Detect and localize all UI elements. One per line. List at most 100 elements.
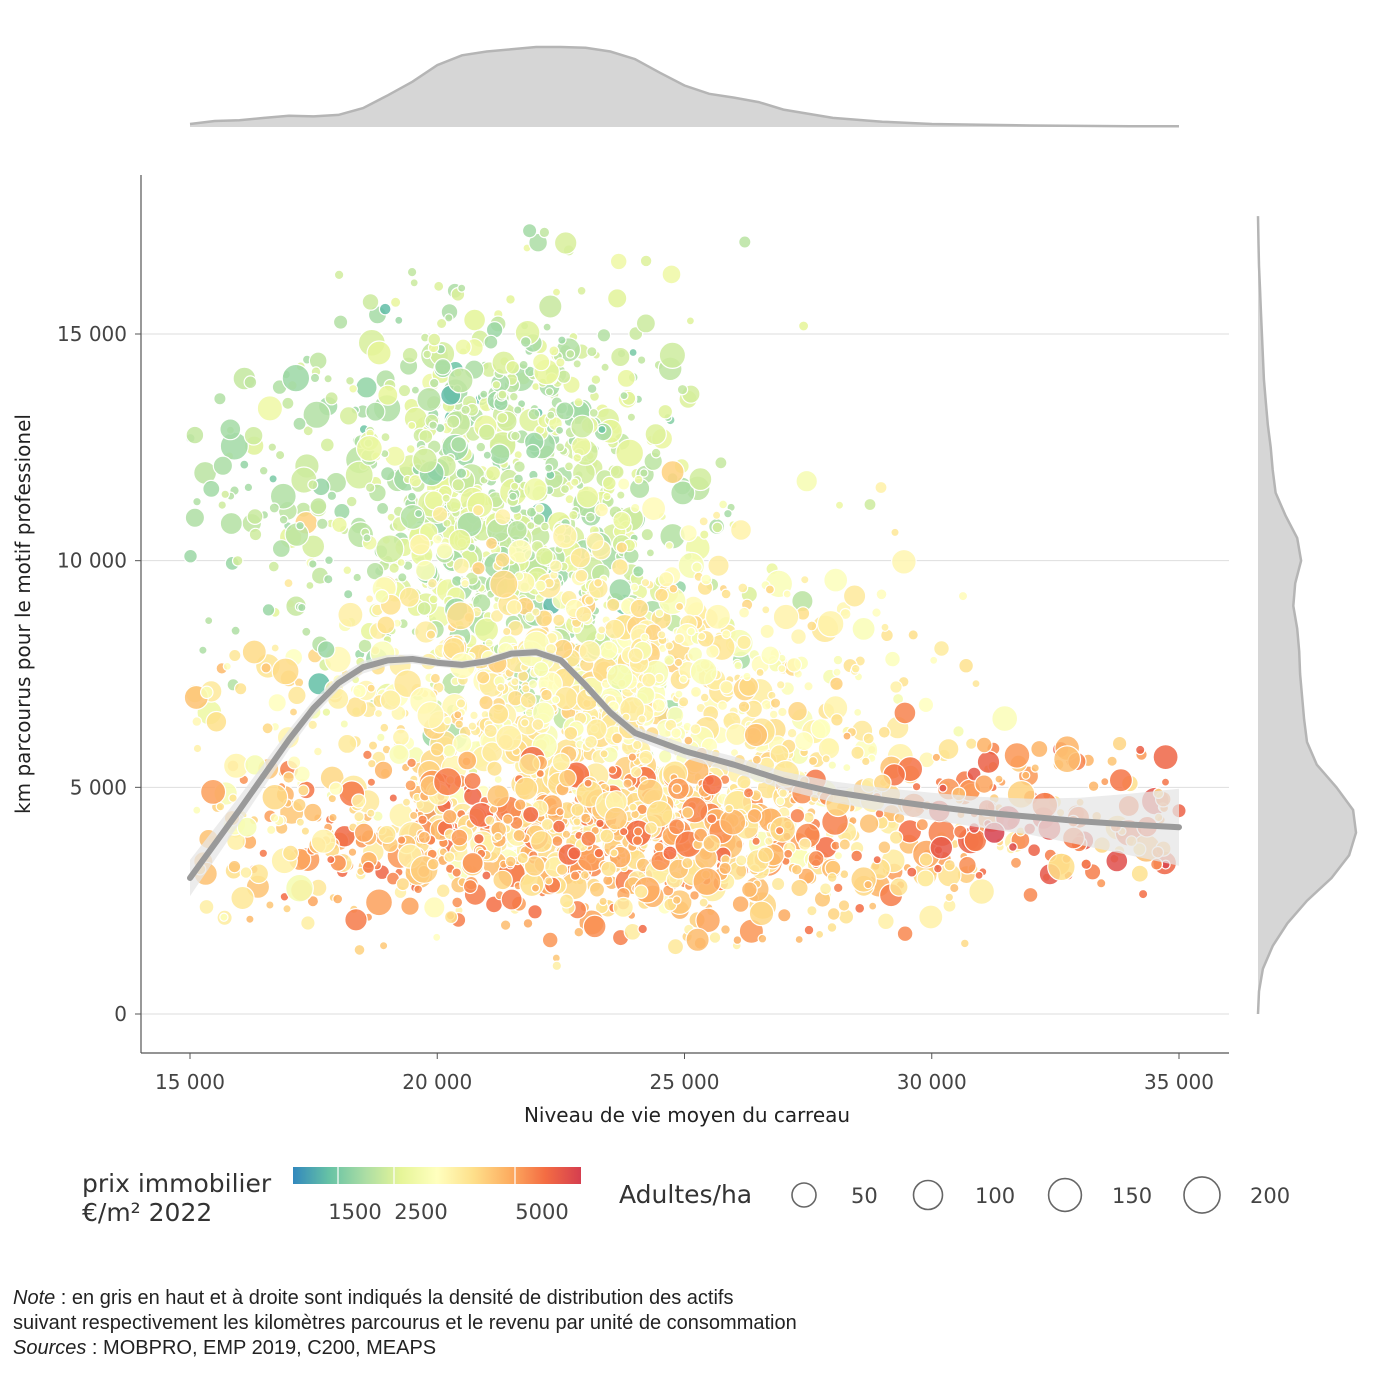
scatter-point <box>774 826 785 836</box>
scatter-point <box>952 725 965 738</box>
scatter-point <box>538 226 551 239</box>
scatter-point <box>572 359 582 369</box>
x-axis-title: Niveau de vie moyen du carreau <box>524 1103 850 1127</box>
scatter-point <box>243 375 258 390</box>
scatter-point <box>686 626 696 637</box>
scatter-point <box>319 437 335 453</box>
scatter-point <box>555 401 575 421</box>
scatter-point <box>1053 745 1082 774</box>
scatter-point <box>790 863 803 876</box>
scatter-point <box>853 707 863 718</box>
scatter-point <box>673 657 684 668</box>
scatter-point <box>506 519 528 541</box>
scatter-point <box>599 749 609 759</box>
scatter-point <box>559 484 570 495</box>
trend-line <box>187 649 1182 881</box>
scatter-point <box>807 755 819 767</box>
scatter-point <box>316 640 336 659</box>
scatter-point <box>379 689 402 711</box>
scatter-point <box>666 938 685 956</box>
scatter-point <box>204 615 214 626</box>
scatter-point <box>410 385 420 395</box>
scatter-point <box>485 536 499 550</box>
scatter-point <box>261 603 276 617</box>
scatter-point <box>483 334 499 350</box>
scatter-point <box>578 640 602 663</box>
scatter-point <box>519 691 537 709</box>
scatter-point <box>633 884 649 899</box>
legend: prix immobilier €/m² 2022 1500 2500 5000 A… <box>82 1167 1290 1227</box>
scatter-point <box>374 589 390 604</box>
scatter-point <box>576 285 587 296</box>
scatter-point <box>679 523 698 543</box>
scatter-point <box>880 622 890 632</box>
scatter-point <box>448 528 472 552</box>
scatter-point <box>323 374 333 384</box>
scatter-point <box>380 466 396 482</box>
scatter-point <box>231 554 244 567</box>
scatter-point <box>769 697 782 709</box>
scatter-point <box>573 926 585 938</box>
scatter-point <box>554 425 565 435</box>
scatter-point <box>611 732 624 745</box>
scatter-point <box>890 527 900 538</box>
scatter-point <box>671 895 682 905</box>
scatter-point <box>427 332 442 347</box>
scatter-point <box>328 781 344 796</box>
scatter-point <box>310 828 337 854</box>
scatter-point <box>353 943 366 956</box>
scatter-point <box>496 682 506 693</box>
size-legend-circle <box>1047 1177 1083 1213</box>
scatter-point <box>691 561 703 573</box>
scatter-point <box>668 818 686 836</box>
scatter-point <box>626 412 637 422</box>
scatter-point <box>790 628 807 645</box>
scatter-point <box>483 723 498 739</box>
scatter-point <box>761 605 771 615</box>
scatter-point <box>282 844 300 862</box>
scatter-point <box>364 482 376 493</box>
scatter-point <box>256 395 284 422</box>
scatter-point <box>431 505 449 523</box>
scatter-point <box>832 882 844 894</box>
scatter-point <box>222 661 232 672</box>
scatter-point <box>510 676 520 687</box>
scatter-point <box>425 629 437 640</box>
scatter-point <box>297 602 307 613</box>
scatter-point <box>198 898 215 915</box>
scatter-point <box>738 606 751 619</box>
scatter-point <box>324 555 334 566</box>
scatter-point <box>489 569 519 599</box>
scatter-point <box>295 817 305 827</box>
scatter-point <box>268 474 278 484</box>
scatter-point <box>707 554 730 577</box>
scatter-point <box>850 849 864 863</box>
scatter-point <box>261 783 289 811</box>
scatter-point <box>414 508 424 519</box>
scatter-point <box>599 828 615 844</box>
scatter-point <box>345 495 358 508</box>
scatter-point <box>850 866 877 893</box>
scatter-point <box>450 436 468 453</box>
scatter-point <box>435 542 454 560</box>
scatter-point <box>627 752 638 762</box>
scatter-point <box>375 534 405 564</box>
scatter-point <box>416 601 432 616</box>
scatter-point <box>931 752 942 763</box>
scatter-point <box>270 643 280 653</box>
scatter-point <box>441 493 451 503</box>
scatter-point <box>395 876 410 892</box>
scatter-point <box>427 577 438 589</box>
scatter-point <box>521 222 538 239</box>
scatter-point <box>191 716 203 727</box>
scatter-point <box>217 500 227 510</box>
scatter-point <box>285 873 314 903</box>
scatter-point <box>597 424 607 435</box>
scatter-point <box>943 859 956 872</box>
scatter-point <box>521 684 531 694</box>
scatter-point <box>764 836 774 846</box>
scatter-point <box>833 851 844 861</box>
scatter-point <box>520 718 530 728</box>
scatter-point <box>227 859 242 874</box>
scatter-point <box>531 607 541 617</box>
